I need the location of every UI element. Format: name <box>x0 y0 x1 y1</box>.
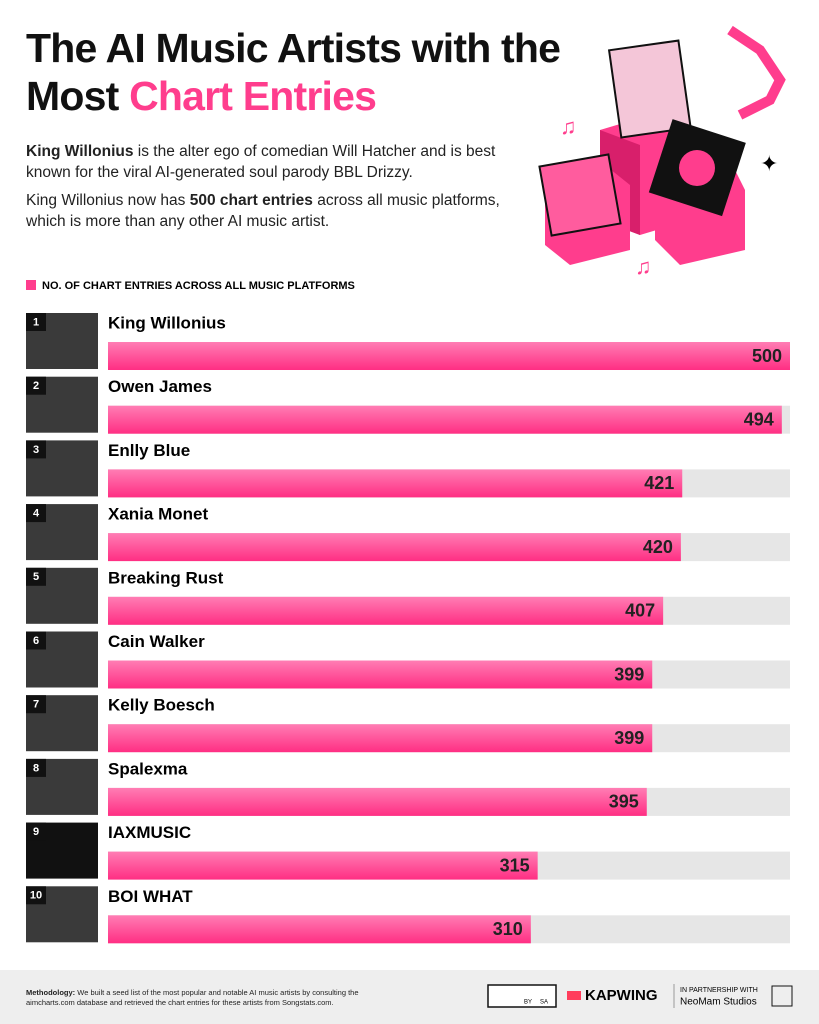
rank-box <box>26 440 46 459</box>
bar <box>108 596 664 625</box>
rank-label: 8 <box>33 762 39 774</box>
rank-box <box>26 695 46 714</box>
title-line: Most Chart Entries <box>26 73 377 119</box>
rank-box <box>26 886 46 905</box>
text-segment: Methodology: <box>26 988 76 997</box>
artist-name: Owen James <box>108 377 212 396</box>
bar <box>108 660 653 689</box>
bar <box>108 405 782 434</box>
artist-name: Kelly Boesch <box>108 696 215 715</box>
rank-box <box>26 631 46 650</box>
artist-name: Enlly Blue <box>108 441 190 460</box>
value-label: 395 <box>609 792 639 812</box>
bar <box>108 342 790 370</box>
text-segment: is the alter ego of comedian Will Hatche… <box>26 143 496 181</box>
svg-text:♫: ♫ <box>635 254 652 279</box>
illustration: ✦ ♫ ♫ <box>538 25 786 279</box>
value-label: 399 <box>614 728 644 748</box>
license-label: BY <box>524 1000 532 1006</box>
value-label: 315 <box>500 855 530 875</box>
rank-label: 10 <box>30 890 42 902</box>
rank-box <box>26 313 46 331</box>
bar <box>108 915 531 944</box>
legend-swatch <box>26 280 36 290</box>
artist-name: BOI WHAT <box>108 887 193 906</box>
license-badge <box>487 984 557 1008</box>
rank-label: 6 <box>33 635 39 647</box>
bar <box>108 724 653 753</box>
text-segment: King Willonius now has <box>26 192 190 209</box>
rank-box <box>26 822 46 841</box>
bar <box>108 851 538 880</box>
license-label: SA <box>540 1000 548 1006</box>
value-label: 500 <box>752 346 782 366</box>
artist-name: Xania Monet <box>108 505 208 524</box>
partner-icon <box>771 985 793 1007</box>
legend-label: NO. OF CHART ENTRIES ACROSS ALL MUSIC PL… <box>42 280 355 292</box>
value-label: 494 <box>744 409 774 429</box>
bar <box>108 787 647 816</box>
value-label: 421 <box>644 473 674 493</box>
rank-box <box>26 567 46 586</box>
bar <box>108 469 683 498</box>
brand-icon <box>567 991 581 1000</box>
rank-box <box>26 376 46 395</box>
rank-box <box>26 504 46 523</box>
text-segment: We built a seed list of the most popular… <box>26 988 359 1007</box>
value-label: 420 <box>643 537 673 557</box>
bar <box>108 533 681 562</box>
text-segment: 500 chart entries <box>189 192 313 209</box>
rank-label: 4 <box>33 508 40 520</box>
rank-label: 2 <box>33 380 39 392</box>
text-segment: King Willonius <box>26 143 134 160</box>
intro-paragraph: King Willonius now has 500 chart entries… <box>26 190 516 232</box>
rank-label: 3 <box>33 444 39 456</box>
artist-name: IAXMUSIC <box>108 823 191 842</box>
artist-name: Breaking Rust <box>108 568 224 587</box>
value-label: 407 <box>625 601 655 621</box>
title-highlight: Chart Entries <box>129 73 377 119</box>
value-label: 310 <box>493 919 523 939</box>
rank-box <box>26 758 46 777</box>
artist-name: Cain Walker <box>108 632 205 651</box>
artist-name: King Willonius <box>108 313 226 332</box>
text-segment: across all music platforms, which is mor… <box>26 192 500 230</box>
svg-text:✦: ✦ <box>760 151 778 176</box>
rank-label: 9 <box>33 826 39 838</box>
partner: NeoMam Studios <box>680 997 757 1008</box>
svg-text:♫: ♫ <box>560 114 577 139</box>
methodology: Methodology: We built a seed list of the… <box>26 988 366 1008</box>
partner-label: IN PARTNERSHIP WITH <box>680 987 758 994</box>
rank-label: 7 <box>33 699 39 711</box>
rank-label: 5 <box>33 571 39 583</box>
intro-paragraph: King Willonius is the alter ego of comed… <box>26 141 516 183</box>
brand: KAPWING <box>585 987 658 1004</box>
footer-band <box>0 970 819 1024</box>
title-text: Most <box>26 73 119 119</box>
value-label: 399 <box>614 664 644 684</box>
title: The AI Music Artists with the <box>26 25 561 71</box>
rank-label: 1 <box>33 316 39 328</box>
artist-name: Spalexma <box>108 759 188 778</box>
